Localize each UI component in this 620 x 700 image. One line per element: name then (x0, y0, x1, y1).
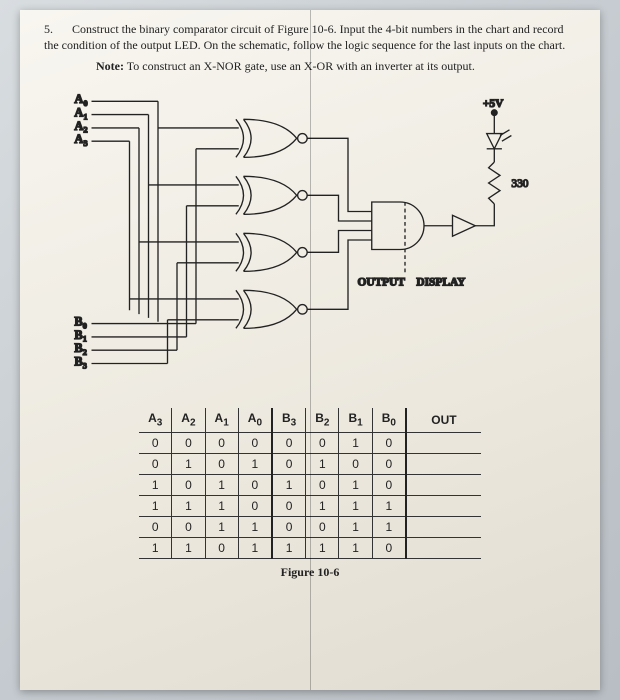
cell: 1 (238, 537, 272, 558)
note-text: To construct an X-NOR gate, use an X-OR … (127, 59, 475, 73)
cell: 1 (339, 474, 372, 495)
cell-out (406, 432, 481, 453)
cell: 0 (272, 495, 306, 516)
cell: 1 (205, 495, 238, 516)
cell: 0 (372, 453, 406, 474)
note: Note: To construct an X-NOR gate, use an… (96, 59, 576, 74)
col-a3: A3 (139, 408, 172, 432)
cell: 0 (339, 453, 372, 474)
col-b3: B3 (272, 408, 306, 432)
cell-out (406, 453, 481, 474)
page: 5.Construct the binary comparator circui… (20, 10, 600, 690)
cell: 0 (272, 432, 306, 453)
cell: 0 (238, 495, 272, 516)
cell: 1 (339, 432, 372, 453)
cell: 0 (139, 432, 172, 453)
col-out: OUT (406, 408, 481, 432)
problem-number: 5. (44, 22, 72, 38)
col-b0: B0 (372, 408, 406, 432)
cell: 1 (139, 495, 172, 516)
cell: 1 (139, 474, 172, 495)
cell: 1 (272, 537, 306, 558)
problem-body: Construct the binary comparator circuit … (44, 22, 565, 52)
cell: 0 (205, 432, 238, 453)
svg-text:DISPLAY: DISPLAY (416, 277, 466, 289)
cell: 1 (172, 495, 205, 516)
note-prefix: Note: (96, 59, 124, 73)
cell: 1 (238, 516, 272, 537)
col-a1: A1 (205, 408, 238, 432)
cell: 0 (205, 453, 238, 474)
cell: 1 (205, 516, 238, 537)
cell-out (406, 516, 481, 537)
cell: 1 (139, 537, 172, 558)
cell: 1 (339, 516, 372, 537)
cell: 0 (272, 453, 306, 474)
cell: 1 (172, 453, 205, 474)
cell: 1 (372, 516, 406, 537)
cell: 1 (272, 474, 306, 495)
cell-out (406, 537, 481, 558)
cell: 1 (339, 537, 372, 558)
cell: 1 (238, 453, 272, 474)
cell-out (406, 474, 481, 495)
col-a2: A2 (172, 408, 205, 432)
col-b1: B1 (339, 408, 372, 432)
cell: 1 (372, 495, 406, 516)
cell: 0 (272, 516, 306, 537)
cell: 0 (139, 453, 172, 474)
cell: 0 (238, 432, 272, 453)
cell: 1 (205, 474, 238, 495)
cell: 1 (339, 495, 372, 516)
col-a0: A0 (238, 408, 272, 432)
cell-out (406, 495, 481, 516)
cell: 0 (372, 537, 406, 558)
page-fold (310, 10, 311, 690)
svg-text:+5V: +5V (483, 98, 504, 110)
cell: 0 (172, 432, 205, 453)
cell: 0 (139, 516, 172, 537)
cell: 0 (372, 474, 406, 495)
cell: 1 (172, 537, 205, 558)
svg-text:330: 330 (511, 178, 528, 190)
cell: 0 (372, 432, 406, 453)
cell: 0 (172, 474, 205, 495)
cell: 0 (238, 474, 272, 495)
cell: 0 (205, 537, 238, 558)
cell: 0 (172, 516, 205, 537)
svg-text:OUTPUT: OUTPUT (358, 277, 406, 289)
